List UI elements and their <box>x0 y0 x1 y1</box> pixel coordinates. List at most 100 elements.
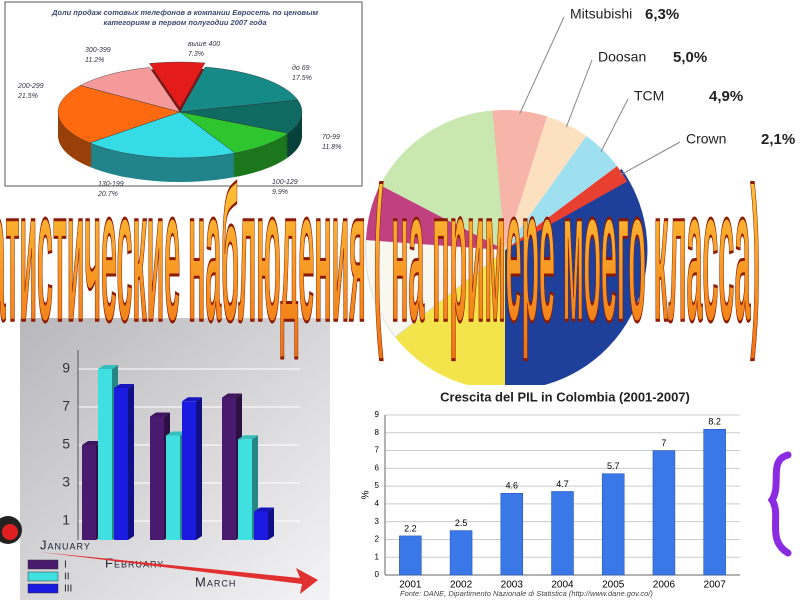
pie-decor <box>505 169 648 391</box>
data-label: 2.2 <box>404 523 417 533</box>
y-tick-label: 7 <box>62 398 70 414</box>
pie-decor <box>395 250 505 391</box>
data-label: 8.2 <box>708 417 721 427</box>
bar <box>166 435 180 540</box>
y-tick-label: 1 <box>62 512 70 528</box>
slice-value: 17.5% <box>292 75 312 82</box>
bar <box>500 492 524 576</box>
bar-top <box>254 507 274 512</box>
slice-value: 20.7% <box>97 191 118 198</box>
bar <box>399 535 422 576</box>
bar <box>703 428 726 576</box>
x-tick-label: 2004 <box>551 580 574 591</box>
pie-slice <box>57 85 181 144</box>
slice-label: TCM <box>634 88 664 104</box>
bar <box>82 445 96 540</box>
bar-top <box>114 384 134 388</box>
leader-line <box>600 98 629 153</box>
pie-slice <box>179 99 303 134</box>
legend-label: III <box>64 584 72 595</box>
leader-line <box>565 59 593 128</box>
bar-top <box>238 435 258 440</box>
legend-swatch <box>27 559 59 570</box>
y-tick-label: 4 <box>375 499 380 508</box>
x-tick-label: 2005 <box>602 580 625 591</box>
pie-slice <box>179 111 289 154</box>
bar-top <box>222 393 242 398</box>
slice-label: 300-399 <box>85 47 111 54</box>
slice-value: 6,3% <box>645 6 679 23</box>
slice-value: 11.2% <box>85 57 104 64</box>
slice-label: 70-99 <box>322 134 340 141</box>
slice-label: выше 400 <box>188 41 220 48</box>
slice-label: 200-299 <box>17 83 44 90</box>
bar-chart: Crescita del PIL in Colombia (2001-2007)… <box>361 389 740 598</box>
x-tick-label: 2002 <box>450 580 473 591</box>
y-tick-label: 1 <box>375 552 380 561</box>
pie-decor <box>366 185 505 250</box>
bar <box>254 511 268 540</box>
slice-value: 5,0% <box>673 49 707 66</box>
y-tick-label: 5 <box>62 436 70 452</box>
bar <box>222 397 236 540</box>
slice-value: 9.9% <box>272 189 288 196</box>
bar <box>601 473 625 576</box>
legend-label: II <box>64 572 70 583</box>
bar3d: 13579JanuaryFebruaryMarchIIIIII <box>27 350 318 595</box>
pie-slice <box>492 110 548 250</box>
bar <box>652 450 676 576</box>
slice-label: Crown <box>686 131 726 147</box>
y-tick-label: 7 <box>375 446 380 455</box>
data-label: 4.6 <box>506 481 519 491</box>
icon-decor <box>2 524 18 540</box>
bar-side <box>196 397 202 540</box>
data-label: 4.7 <box>556 479 569 489</box>
bar-top <box>166 431 186 436</box>
slice-label: 100-129 <box>272 179 298 186</box>
y-tick-label: 6 <box>375 463 380 472</box>
slice-label: до 69 <box>292 64 310 72</box>
pie-slice <box>179 66 299 113</box>
pie-decor <box>380 110 505 250</box>
slice-value: 4,9% <box>709 88 743 105</box>
slice-label: Mitsubishi <box>570 6 632 22</box>
legend-label: I <box>64 560 67 571</box>
y-tick-label: 2 <box>375 535 380 544</box>
x-tick-label: March <box>195 574 236 589</box>
data-label: 5.7 <box>607 461 620 471</box>
bar-top <box>150 412 170 417</box>
slide-title: Статистические наблюдения ( на примере м… <box>0 149 760 361</box>
pie3d-title: Доли продаж сотовых телефонов в компании… <box>51 8 319 27</box>
x-tick-label: 2007 <box>704 580 727 591</box>
y-axis-label: % <box>361 490 372 499</box>
bar-top <box>182 397 202 402</box>
legend-swatch <box>27 583 59 594</box>
slice-value: 21.5% <box>17 93 38 100</box>
legend-swatch <box>27 571 59 582</box>
y-tick-label: 9 <box>62 360 70 376</box>
y-tick-label: 3 <box>62 474 70 490</box>
x-tick-label: January <box>40 537 91 552</box>
slice-label: 130-199 <box>98 181 124 188</box>
y-tick-label: 0 <box>375 570 380 579</box>
data-label: 2.5 <box>455 518 468 528</box>
pie-decor <box>365 239 507 338</box>
pie3d: выше 400 7.3% до 69 17.5% 70-99 11.8% 100-129 9… <box>17 41 341 198</box>
bar <box>98 369 112 540</box>
x-tick-label: 2001 <box>399 580 422 591</box>
slice-value: 11.8% <box>322 144 341 151</box>
big-pie: Mitsubishi 6,3% Doosan 5,0% TCM 4,9% Crown 2,1% <box>365 6 795 391</box>
leader-line <box>619 141 681 176</box>
pie-slice <box>89 111 236 159</box>
pie-slice <box>79 67 181 113</box>
source-note: Fonte: DANE, Dipartimento Nazionale di S… <box>400 589 653 598</box>
bar <box>238 439 252 540</box>
leader-line <box>519 16 565 114</box>
bar-top <box>82 441 102 445</box>
y-tick-label: 5 <box>375 481 380 490</box>
y-tick-label: 9 <box>375 410 380 419</box>
slice-value: 7.3% <box>188 51 204 58</box>
bar-side <box>128 384 134 540</box>
x-tick-label: 2006 <box>653 580 676 591</box>
